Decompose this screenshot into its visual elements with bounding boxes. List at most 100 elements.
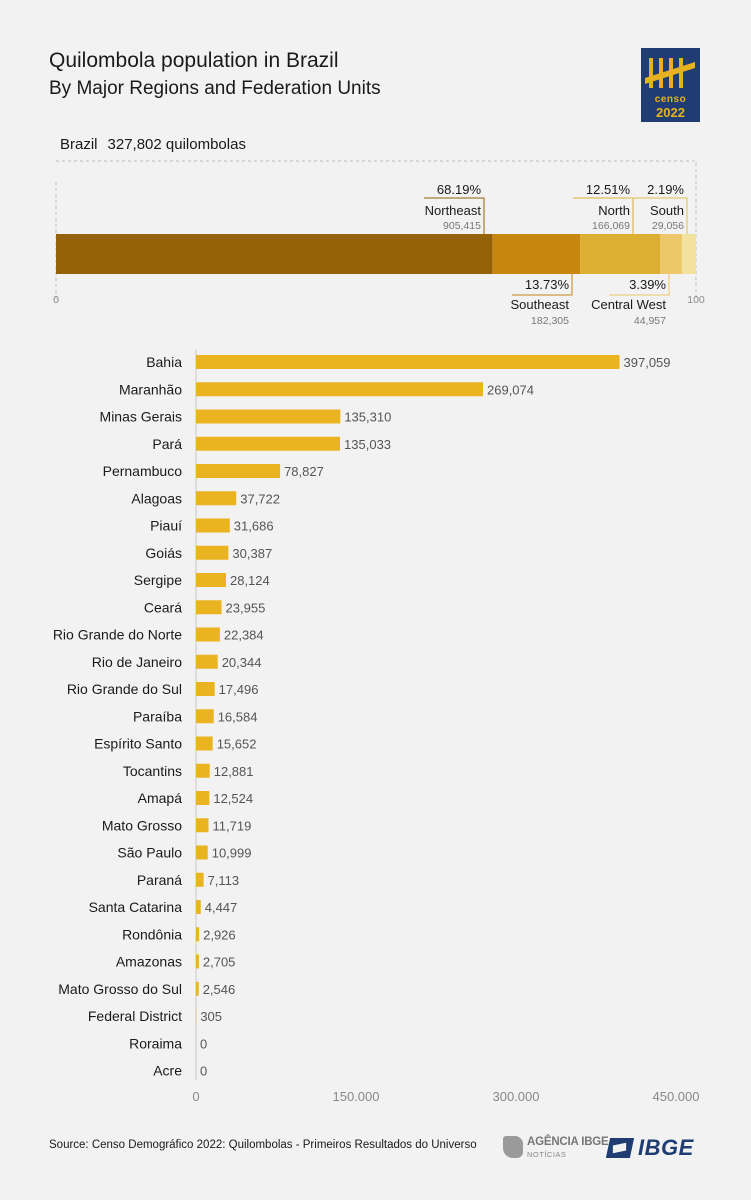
region-name-northeast: Northeast <box>425 203 482 218</box>
state-bar <box>196 355 620 369</box>
state-bar <box>196 763 210 778</box>
agencia-ibge-logo: AGÊNCIA IBGE NOTÍCIAS <box>503 1134 609 1162</box>
region-callout-south <box>627 197 688 234</box>
state-value-label: 2,546 <box>203 982 236 997</box>
state-bar <box>196 518 230 533</box>
state-bar <box>196 709 214 724</box>
state-value-label: 7,113 <box>208 873 240 888</box>
region-name-southeast: Southeast <box>510 297 569 312</box>
censo-logo-word: censo <box>654 94 687 105</box>
state-value-label: 17,496 <box>219 682 259 697</box>
state-label: Federal District <box>88 1008 182 1024</box>
state-axis-tick: 450.000 <box>653 1089 700 1104</box>
region-count-north: 166,069 <box>592 220 630 232</box>
region-axis-tick-max: 100 <box>687 294 705 306</box>
state-bar <box>196 382 484 397</box>
region-percent-south: 2.19% <box>647 182 684 197</box>
state-value-label: 20,344 <box>222 655 262 670</box>
state-value-label: 78,827 <box>284 464 324 479</box>
state-label: Paraná <box>137 872 182 888</box>
state-value-label: 15,652 <box>217 737 257 752</box>
region-count-northeast: 905,415 <box>443 220 481 232</box>
state-value-label: 0 <box>200 1036 207 1051</box>
state-label: Bahia <box>146 354 182 370</box>
state-label: Amapá <box>138 790 183 806</box>
state-label: Goiás <box>145 545 182 561</box>
state-axis-tick: 150.000 <box>333 1089 380 1104</box>
state-value-label: 397,059 <box>624 355 671 370</box>
region-count-central-west: 44,957 <box>634 315 666 327</box>
state-label: Minas Gerais <box>100 409 182 425</box>
state-bar <box>196 654 218 669</box>
region-percent-north: 12.51% <box>586 182 631 197</box>
state-bar <box>196 736 213 751</box>
region-percent-central-west: 3.39% <box>629 277 666 292</box>
state-label: Amazonas <box>116 954 182 970</box>
state-value-label: 11,719 <box>213 818 252 833</box>
region-axis-tick-min: 0 <box>53 294 59 306</box>
state-axis-tick: 300.000 <box>493 1089 540 1104</box>
state-bar <box>196 981 199 996</box>
brazil-map-icon <box>503 1136 523 1158</box>
state-value-label: 135,033 <box>344 437 391 452</box>
region-name-north: North <box>598 203 630 218</box>
state-label: Roraima <box>129 1035 182 1051</box>
state-label: Paraíba <box>133 708 182 724</box>
state-label: Santa Catarina <box>89 899 183 915</box>
state-label: Mato Grosso do Sul <box>58 981 182 997</box>
state-bar <box>196 464 281 478</box>
region-segment-northeast <box>56 234 493 274</box>
brazil-label: Brazil <box>60 136 98 153</box>
state-label: Tocantins <box>123 763 182 779</box>
state-label: Rio Grande do Sul <box>67 681 182 697</box>
region-segment-central-west <box>660 234 683 274</box>
state-value-label: 0 <box>200 1064 207 1079</box>
state-value-label: 28,124 <box>230 573 270 588</box>
state-bar <box>196 872 204 887</box>
region-count-south: 29,056 <box>652 220 684 232</box>
state-bar <box>196 409 341 424</box>
chart-title: Quilombola population in Brazil <box>49 49 339 72</box>
state-bar <box>196 927 200 942</box>
region-callout-northeast <box>424 197 485 234</box>
state-bar <box>196 627 220 642</box>
brazil-total-value: 327,802 quilombolas <box>107 136 246 153</box>
state-label: Espírito Santo <box>94 736 182 752</box>
state-label: Ceará <box>144 599 182 615</box>
state-value-label: 23,955 <box>226 600 266 615</box>
region-count-southeast: 182,305 <box>531 315 569 327</box>
region-segment-north <box>580 234 661 274</box>
state-value-label: 30,387 <box>232 546 272 561</box>
censo-2022-logo: censo 2022 <box>641 48 700 122</box>
state-label: Rondônia <box>122 926 182 942</box>
agencia-logo-sub: NOTÍCIAS <box>527 1150 567 1159</box>
agencia-logo-name: AGÊNCIA IBGE <box>527 1136 609 1148</box>
state-value-label: 10,999 <box>212 846 252 861</box>
state-value-label: 2,926 <box>203 927 236 942</box>
region-stacked-bar-chart: 68.19% Northeast 905,415 13.73% Southeast 182… <box>53 160 705 327</box>
ibge-logo: IBGE <box>605 1135 703 1163</box>
state-value-label: 2,705 <box>203 955 236 970</box>
state-label: Piauí <box>150 518 182 534</box>
state-bar-chart: Bahia 397,059 Maranhão 269,074 Minas Gerais 1… <box>53 350 700 1104</box>
state-label: Pernambuco <box>103 463 183 479</box>
state-label: São Paulo <box>117 845 182 861</box>
state-value-label: 37,722 <box>240 491 280 506</box>
source-note: Source: Censo Demográfico 2022: Quilombo… <box>49 1139 477 1151</box>
state-label: Mato Grosso <box>102 817 182 833</box>
state-label: Rio Grande do Norte <box>53 627 182 643</box>
state-value-label: 12,881 <box>214 764 254 779</box>
state-value-label: 269,074 <box>487 382 534 397</box>
state-value-label: 16,584 <box>218 709 258 724</box>
state-value-label: 305 <box>200 1009 222 1024</box>
brazil-total: Brazil 327,802 quilombolas <box>60 136 246 153</box>
state-label: Pará <box>152 436 182 452</box>
state-label: Acre <box>153 1063 182 1079</box>
state-value-label: 22,384 <box>224 628 264 643</box>
censo-logo-year: 2022 <box>656 105 685 120</box>
state-value-label: 12,524 <box>213 791 253 806</box>
state-label: Alagoas <box>131 490 182 506</box>
chart-subtitle: By Major Regions and Federation Units <box>49 78 381 99</box>
region-name-central-west: Central West <box>591 297 666 312</box>
ibge-mark-icon <box>605 1138 635 1158</box>
